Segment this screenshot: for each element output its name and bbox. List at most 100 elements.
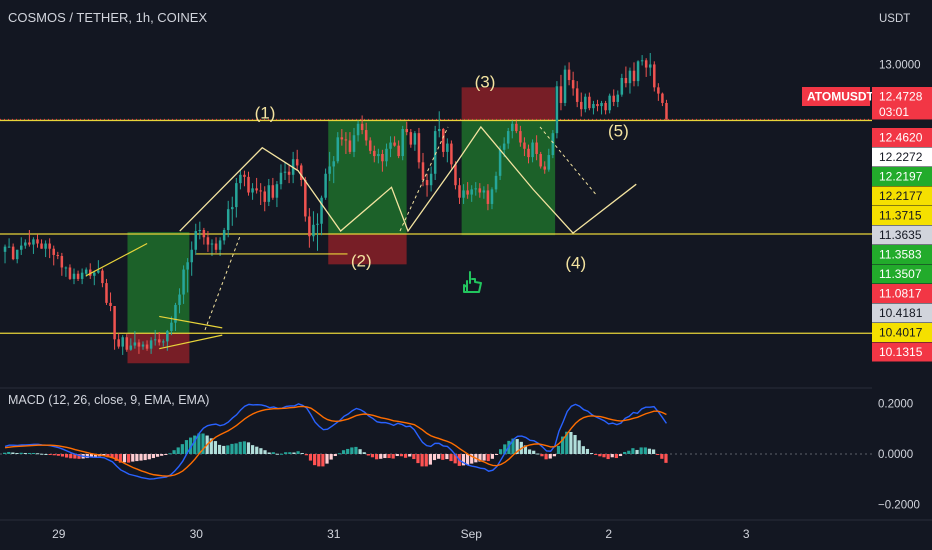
price-tag bbox=[872, 128, 932, 147]
macd-histogram-bar bbox=[308, 454, 313, 461]
macd-histogram-bar bbox=[391, 454, 395, 459]
candle-body bbox=[105, 283, 108, 303]
candle-body bbox=[88, 269, 92, 276]
candle-body bbox=[247, 176, 250, 193]
candle-body bbox=[511, 123, 514, 132]
candle-body bbox=[596, 104, 599, 107]
macd-histogram-bar bbox=[627, 450, 631, 454]
candle-body bbox=[429, 173, 433, 186]
candle-body bbox=[251, 188, 254, 193]
candle-body bbox=[44, 243, 47, 249]
macd-histogram-bar bbox=[230, 443, 234, 454]
candle-body bbox=[202, 229, 206, 238]
macd-histogram-bar bbox=[267, 452, 271, 454]
macd-histogram-bar bbox=[610, 454, 614, 458]
candle-body bbox=[7, 246, 11, 248]
candle-body bbox=[547, 155, 551, 170]
price-tag-label: 03:01 bbox=[879, 105, 909, 119]
candle-body bbox=[295, 159, 299, 166]
macd-histogram-bar bbox=[490, 454, 494, 459]
price-tag-label: ATOMUSDT bbox=[807, 90, 875, 104]
candle-body bbox=[454, 164, 457, 186]
macd-histogram-bar bbox=[168, 453, 172, 455]
macd-histogram-bar bbox=[251, 445, 255, 454]
price-tag bbox=[872, 186, 932, 206]
candle-body bbox=[539, 153, 542, 167]
candle-body bbox=[133, 342, 137, 346]
macd-histogram-bar bbox=[44, 454, 48, 455]
macd-histogram-bar bbox=[639, 447, 643, 454]
candle-body bbox=[190, 249, 193, 263]
price-tag bbox=[872, 303, 932, 323]
candle-body bbox=[409, 132, 413, 145]
macd-histogram-bar bbox=[486, 454, 490, 462]
macd-histogram-bar bbox=[56, 454, 60, 456]
macd-histogram-bar bbox=[48, 454, 52, 455]
candle-body bbox=[364, 130, 368, 141]
macd-histogram-bar bbox=[387, 454, 391, 459]
candle-body bbox=[308, 216, 311, 237]
price-tag bbox=[872, 102, 932, 120]
candle-body bbox=[93, 272, 96, 276]
candle-body bbox=[56, 254, 60, 257]
candle-body bbox=[584, 96, 587, 110]
macd-histogram-bar bbox=[226, 445, 230, 454]
macd-pane bbox=[0, 403, 872, 480]
macd-histogram-bar bbox=[279, 453, 284, 455]
candle-body bbox=[661, 93, 664, 103]
macd-histogram-bar bbox=[321, 454, 325, 467]
macd-histogram-bar bbox=[288, 452, 292, 454]
macd-histogram-bar bbox=[664, 454, 668, 463]
candle-body bbox=[535, 142, 538, 154]
macd-histogram-bar bbox=[7, 451, 11, 454]
macd-histogram-bar bbox=[234, 443, 238, 454]
macd-histogram-bar bbox=[313, 454, 317, 466]
candle-body bbox=[344, 139, 348, 141]
macd-histogram-bar bbox=[341, 450, 346, 454]
trade-zone-red bbox=[328, 234, 407, 265]
macd-histogram-bar bbox=[366, 454, 370, 456]
candle-body bbox=[3, 246, 7, 252]
macd-histogram-bar bbox=[52, 454, 56, 456]
macd-histogram-bar bbox=[147, 454, 151, 460]
wedge-line bbox=[159, 315, 223, 329]
candle-body bbox=[336, 137, 340, 162]
candle-body bbox=[636, 61, 640, 82]
candle-body bbox=[502, 143, 506, 150]
macd-histogram-bar bbox=[77, 454, 81, 459]
macd-histogram-bar bbox=[110, 454, 114, 459]
currency-label: USDT bbox=[879, 13, 910, 25]
macd-line bbox=[4, 403, 668, 480]
candle-body bbox=[575, 88, 579, 102]
candle-body bbox=[616, 94, 620, 102]
candle-body bbox=[348, 140, 352, 152]
wedge-line bbox=[159, 334, 223, 350]
macd-histogram-bar bbox=[73, 454, 77, 459]
macd-histogram-bar bbox=[93, 454, 98, 457]
macd-histogram-bar bbox=[89, 454, 94, 458]
price-tag-label: 10.4017 bbox=[879, 326, 923, 340]
macd-histogram-bar bbox=[399, 454, 404, 457]
candle-body bbox=[218, 240, 222, 250]
candle-body bbox=[531, 142, 534, 158]
macd-histogram-bar bbox=[623, 451, 627, 454]
macd-histogram-bar bbox=[151, 454, 156, 459]
candle-body bbox=[486, 190, 490, 204]
macd-histogram-bar bbox=[548, 454, 552, 459]
candle-body bbox=[474, 188, 478, 190]
macd-histogram-bar bbox=[135, 454, 139, 462]
macd-tick-label: −0.2000 bbox=[878, 500, 920, 512]
macd-histogram-bar bbox=[358, 449, 362, 454]
candle-body bbox=[275, 184, 279, 198]
macd-histogram-bar bbox=[346, 448, 350, 454]
macd-histogram-bar bbox=[40, 453, 44, 455]
candle-body bbox=[588, 96, 591, 109]
macd-histogram-bar bbox=[461, 454, 466, 466]
candle-body bbox=[397, 145, 400, 157]
candle-body bbox=[368, 140, 372, 151]
candle-body bbox=[425, 180, 429, 186]
candle-body bbox=[433, 131, 437, 174]
candle-body bbox=[442, 128, 445, 152]
wedge-line bbox=[85, 242, 148, 277]
candle-body bbox=[470, 189, 473, 195]
